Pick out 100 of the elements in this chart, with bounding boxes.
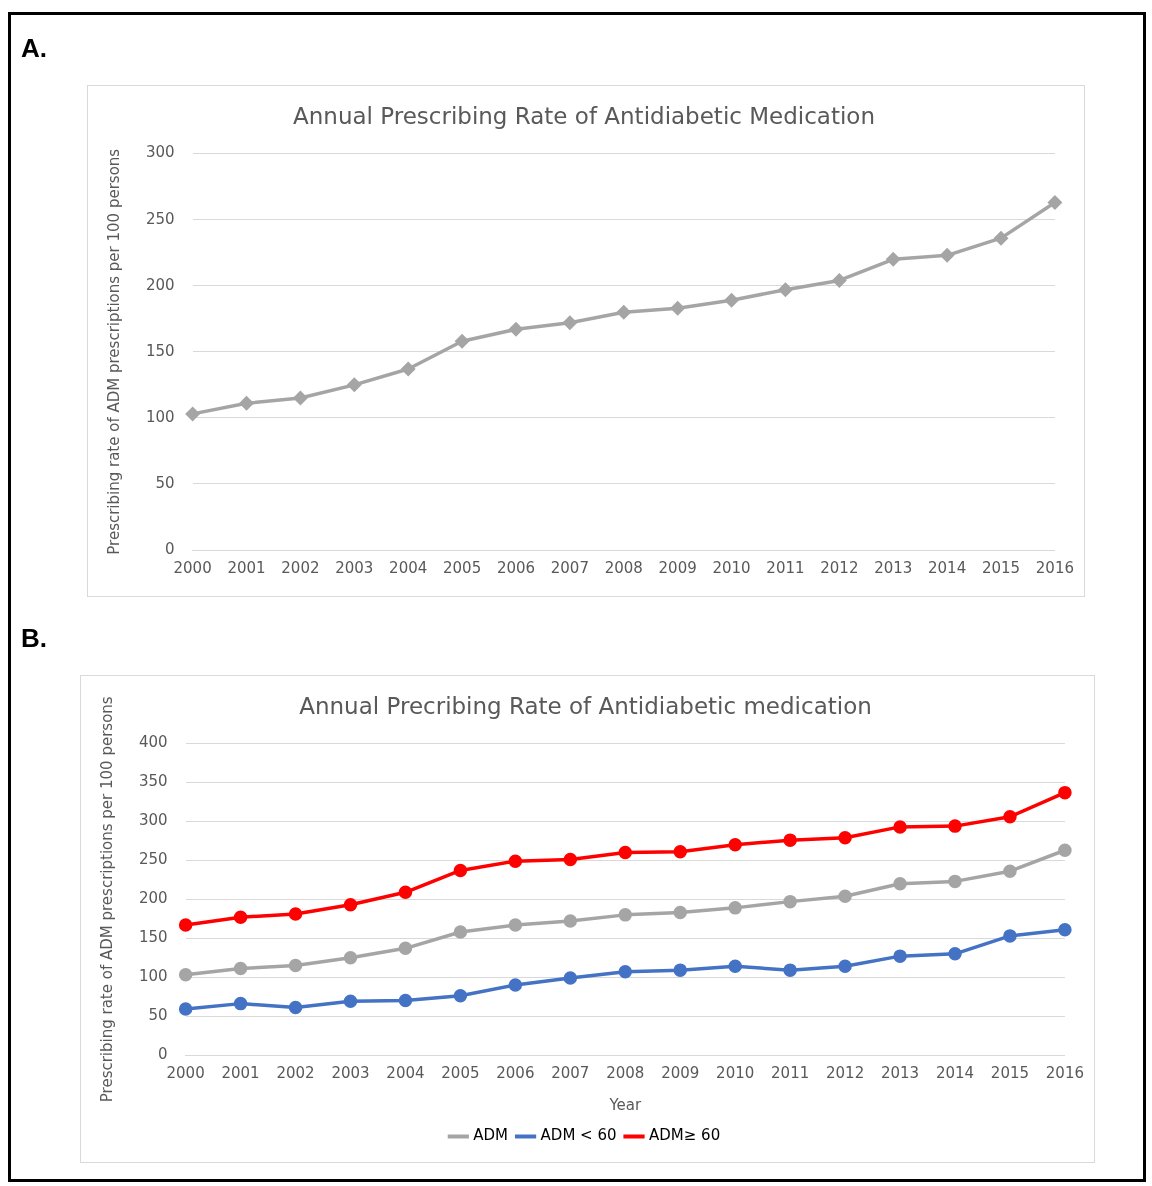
chart-title: Annual Prescribing Rate of Antidiabetic Medication — [292, 102, 876, 129]
point — [728, 901, 742, 915]
point — [288, 907, 303, 921]
y-tick-label: 300 — [145, 143, 175, 162]
point — [185, 407, 200, 421]
point — [724, 293, 739, 308]
point — [563, 971, 578, 985]
point — [783, 894, 797, 909]
x-tick-label: 2003 — [331, 1063, 370, 1082]
x-tick-label: 2012 — [820, 558, 859, 577]
x-tick-label: 2011 — [771, 1063, 810, 1082]
point — [508, 918, 523, 932]
point — [178, 968, 193, 982]
point — [343, 994, 358, 1009]
point — [673, 963, 687, 977]
y-tick-label: 50 — [148, 1005, 168, 1024]
x-tick-label: 2015 — [990, 1063, 1030, 1082]
point — [233, 961, 248, 976]
point — [233, 996, 248, 1011]
point — [508, 978, 523, 992]
point — [886, 252, 900, 267]
point — [178, 918, 193, 932]
point — [728, 838, 742, 852]
point — [893, 876, 907, 891]
x-tick-label: 2006 — [496, 1063, 535, 1082]
point — [239, 396, 254, 411]
y-tick-label: 200 — [138, 889, 168, 908]
point — [778, 282, 793, 297]
point — [838, 889, 852, 903]
x-tick-label: 2005 — [441, 1063, 480, 1082]
point — [948, 874, 962, 889]
point — [948, 819, 962, 833]
x-tick-label: 2004 — [386, 1063, 425, 1082]
point — [838, 959, 852, 973]
point — [618, 908, 633, 922]
point — [398, 885, 413, 900]
point — [1058, 922, 1072, 937]
y-tick-label: 100 — [138, 967, 168, 986]
x-tick-label: 2013 — [874, 558, 913, 577]
point — [401, 362, 415, 376]
x-tick-label: 2013 — [880, 1063, 920, 1082]
x-tick-label: 2009 — [661, 1063, 700, 1082]
point — [293, 391, 308, 405]
point — [1048, 195, 1062, 210]
point — [455, 334, 469, 348]
point — [673, 905, 687, 920]
x-tick-label: 2008 — [606, 1063, 645, 1082]
point — [1003, 810, 1017, 824]
x-tick-label: 2016 — [1045, 1063, 1085, 1082]
point — [1058, 843, 1072, 858]
point — [178, 1002, 193, 1016]
point — [948, 947, 962, 961]
y-tick-label: 200 — [145, 275, 175, 294]
x-tick-label: 2000 — [173, 558, 212, 577]
y-tick-label: 250 — [138, 850, 168, 869]
point — [1003, 929, 1017, 943]
x-tick-label: 2001 — [227, 558, 266, 577]
point — [509, 322, 523, 337]
x-axis-title: Year — [608, 1095, 642, 1114]
point — [893, 949, 907, 963]
x-tick-label: 2002 — [276, 1063, 315, 1082]
point — [453, 863, 468, 878]
x-tick-label: 2015 — [981, 558, 1021, 577]
x-tick-label: 2006 — [496, 558, 536, 577]
point — [838, 831, 852, 845]
x-tick-label: 2001 — [221, 1063, 260, 1082]
point — [940, 248, 954, 263]
point — [618, 845, 633, 860]
point — [728, 959, 742, 973]
y-tick-label: 150 — [138, 928, 168, 947]
point — [343, 950, 358, 965]
point — [347, 378, 362, 392]
text: B. — [21, 623, 47, 654]
x-tick-label: 2010 — [712, 558, 751, 577]
x-tick-label: 2012 — [826, 1063, 865, 1082]
point — [893, 820, 907, 834]
x-tick-label: 2000 — [166, 1063, 205, 1082]
x-tick-label: 2007 — [550, 558, 589, 577]
point — [288, 958, 303, 973]
x-tick-label: 2011 — [766, 558, 805, 577]
point — [563, 852, 578, 867]
legend-label: ADM≥ 60 — [649, 1126, 721, 1145]
legend-label: ADM < 60 — [540, 1126, 617, 1145]
x-tick-label: 2016 — [1035, 558, 1075, 577]
y-tick-label: 50 — [155, 473, 175, 492]
point — [617, 305, 631, 319]
point — [343, 898, 358, 912]
x-tick-label: 2007 — [551, 1063, 590, 1082]
point — [670, 301, 685, 315]
x-tick-label: 2009 — [658, 558, 697, 577]
point — [832, 273, 847, 288]
y-tick-label: 100 — [145, 407, 175, 426]
y-tick-label: 350 — [138, 772, 168, 791]
point — [563, 315, 577, 330]
y-tick-label: 0 — [165, 539, 175, 558]
point — [233, 910, 248, 924]
y-tick-label: 0 — [158, 1044, 168, 1063]
point — [1058, 785, 1072, 800]
text: A. — [21, 33, 47, 64]
y-tick-label: 250 — [145, 209, 175, 228]
